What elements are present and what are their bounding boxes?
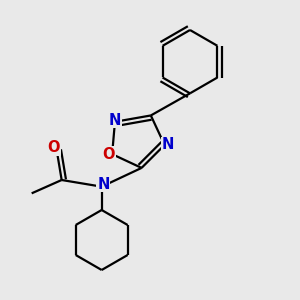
Text: N: N	[162, 137, 174, 152]
Text: N: N	[109, 112, 121, 128]
Text: O: O	[48, 140, 60, 155]
Text: O: O	[103, 147, 115, 162]
Text: N: N	[97, 176, 110, 191]
